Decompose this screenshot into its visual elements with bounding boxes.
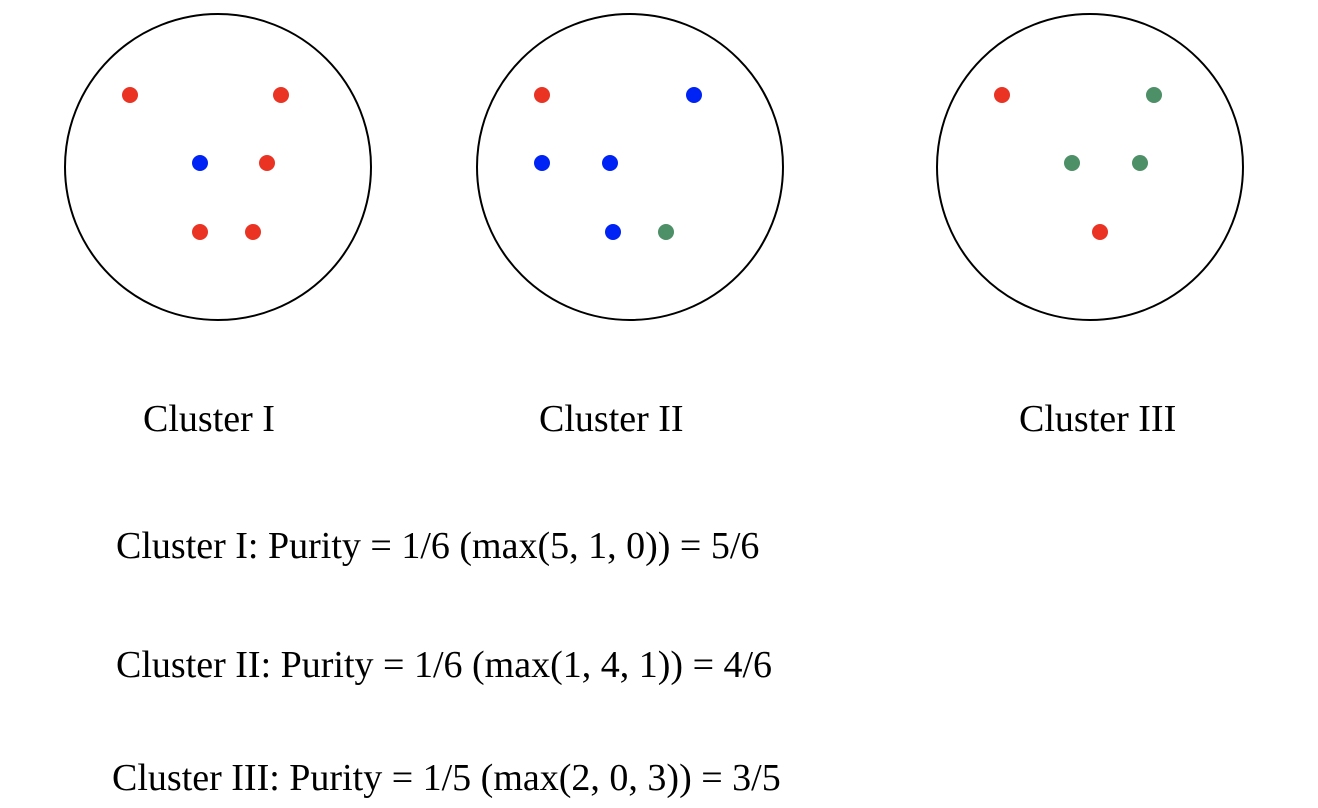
- cluster-2-red-point: [534, 87, 550, 103]
- purity-formula-cluster-3: Cluster III: Purity = 1/5 (max(2, 0, 3))…: [112, 757, 781, 799]
- cluster-points: [122, 87, 1162, 240]
- cluster-3-boundary: [936, 13, 1244, 321]
- cluster-3-red-point: [1092, 224, 1108, 240]
- cluster-2-boundary: [476, 13, 784, 321]
- cluster-3-red-point: [994, 87, 1010, 103]
- cluster-2-blue-point: [534, 155, 550, 171]
- cluster-1-blue-point: [192, 155, 208, 171]
- cluster-1-red-point: [192, 224, 208, 240]
- cluster-1-red-point: [259, 155, 275, 171]
- cluster-3-green-point: [1064, 155, 1080, 171]
- cluster-1-red-point: [273, 87, 289, 103]
- cluster-1-boundary: [64, 13, 372, 321]
- cluster-2-blue-point: [602, 155, 618, 171]
- cluster-1-red-point: [122, 87, 138, 103]
- cluster-3-green-point: [1146, 87, 1162, 103]
- cluster-3-green-point: [1132, 155, 1148, 171]
- purity-formula-cluster-1: Cluster I: Purity = 1/6 (max(5, 1, 0)) =…: [116, 525, 760, 567]
- cluster-2-blue-point: [686, 87, 702, 103]
- cluster-1-red-point: [245, 224, 261, 240]
- cluster-1-label: Cluster I: [143, 398, 275, 440]
- cluster-3-label: Cluster III: [1019, 398, 1177, 440]
- cluster-2-blue-point: [605, 224, 621, 240]
- cluster-2-green-point: [658, 224, 674, 240]
- purity-formula-cluster-2: Cluster II: Purity = 1/6 (max(1, 4, 1)) …: [116, 644, 773, 686]
- cluster-2-label: Cluster II: [539, 398, 684, 440]
